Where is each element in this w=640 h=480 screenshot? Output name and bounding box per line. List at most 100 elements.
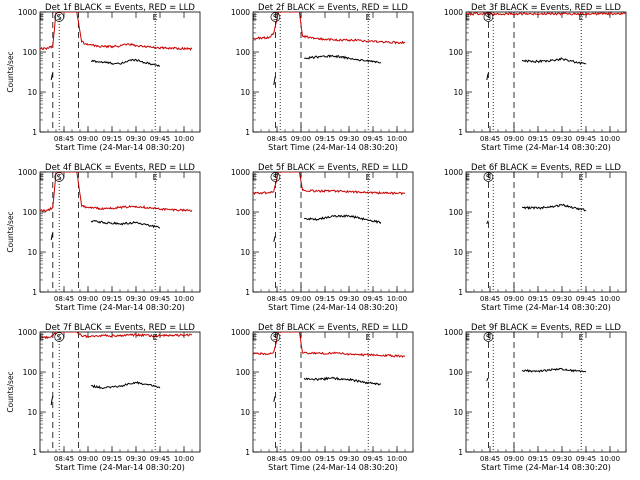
y-tick-label: 1000: [444, 328, 463, 337]
y-tick-label: 100: [449, 368, 464, 377]
x-axis-label: Start Time (24-Mar-14 08:30:20): [55, 463, 185, 472]
y-tick-label: 1: [32, 448, 37, 457]
x-axis-label: Start Time (24-Mar-14 08:30:20): [481, 303, 611, 312]
marker-label: E: [465, 333, 470, 342]
x-tick-label: 09:45: [363, 455, 383, 463]
panel-8: Det 8f BLACK = Events, RED = LLD 1 10 100 10…: [231, 323, 414, 472]
marker-label: S: [273, 13, 278, 22]
x-tick-label: 09:30: [339, 135, 359, 143]
x-tick-label: 09:00: [291, 455, 311, 463]
x-axis-label: Start Time (24-Mar-14 08:30:20): [481, 143, 611, 152]
x-tick-label: 10:00: [387, 455, 407, 463]
panel-2: Det 2f BLACK = Events, RED = LLD 1 10 100 10…: [231, 3, 414, 152]
panel-title: Det 1f BLACK = Events, RED = LLD: [45, 3, 195, 13]
marker-label: E: [366, 333, 371, 342]
panel-3: Det 3f BLACK = Events, RED = LLD 1 10 100 10…: [444, 3, 627, 152]
marker-label: S: [57, 173, 62, 182]
x-tick-label: 09:00: [504, 295, 524, 303]
x-tick-label: 09:15: [528, 295, 548, 303]
plot-frame: [39, 11, 201, 133]
marker-circle: [483, 12, 494, 22]
marker-label: E: [366, 173, 371, 182]
y-tick-label: 1: [32, 288, 37, 297]
x-tick-label: 09:15: [102, 295, 122, 303]
y-tick-label: 10: [453, 88, 463, 97]
x-tick-label: 09:15: [528, 455, 548, 463]
x-tick-label: 09:30: [339, 295, 359, 303]
panel-title: Det 4f BLACK = Events, RED = LLD: [45, 163, 195, 173]
series-black-line: [50, 395, 54, 406]
plot-frame: [252, 171, 414, 293]
x-tick-label: 08:45: [267, 295, 287, 303]
plot-frame: [39, 171, 201, 293]
panel-7: Det 7f BLACK = Events, RED = LLD 1 10 100 10…: [6, 323, 201, 472]
x-tick-label: 09:45: [576, 455, 596, 463]
x-axis-label: Start Time (24-Mar-14 08:30:20): [55, 303, 185, 312]
marker-label: E: [39, 333, 44, 342]
x-tick-label: 09:00: [78, 295, 98, 303]
panel-4: Det 4f BLACK = Events, RED = LLD 1 10 100 10…: [6, 163, 201, 312]
panel-title: Det 6f BLACK = Events, RED = LLD: [471, 163, 621, 173]
y-tick-label: 100: [449, 48, 464, 57]
series-black-line: [90, 58, 161, 67]
marker-circle: [483, 332, 494, 342]
x-tick-label: 09:15: [315, 295, 335, 303]
x-tick-label: 09:45: [576, 135, 596, 143]
marker-label: S: [486, 173, 491, 182]
y-tick-label: 10: [27, 88, 37, 97]
series-black-line: [90, 380, 161, 390]
marker-label: E: [465, 13, 470, 22]
plot-frame: [465, 11, 627, 133]
y-tick-label: 1000: [444, 8, 463, 17]
marker-circle: [54, 332, 65, 342]
series-black-line: [522, 203, 587, 212]
series-red-line: [40, 12, 193, 51]
marker-label: E: [252, 333, 257, 342]
series-black-line: [521, 367, 587, 373]
series-black-line: [50, 232, 54, 241]
plot-frame: [465, 171, 627, 293]
y-tick-label: 1: [245, 128, 250, 137]
plot-frame: [39, 331, 201, 453]
x-tick-label: 08:45: [54, 455, 74, 463]
marker-label: E: [366, 13, 371, 22]
marker-label: E: [579, 13, 584, 22]
panel-title: Det 9f BLACK = Events, RED = LLD: [471, 323, 621, 333]
x-tick-label: 08:45: [54, 295, 74, 303]
marker-label: E: [465, 173, 470, 182]
y-tick-label: 100: [23, 48, 38, 57]
y-tick-label: 100: [449, 208, 464, 217]
marker-label: E: [579, 173, 584, 182]
y-tick-label: 1000: [18, 8, 37, 17]
marker-circle: [270, 12, 281, 22]
marker-label: E: [153, 173, 158, 182]
y-tick-label: 100: [236, 208, 251, 217]
y-tick-label: 1000: [444, 168, 463, 177]
y-tick-label: 1: [458, 128, 463, 137]
panel-9: Det 9f BLACK = Events, RED = LLD 1 10 100 10…: [444, 323, 627, 472]
panel-1: Det 1f BLACK = Events, RED = LLD 1 10 100 10…: [6, 3, 201, 152]
x-axis-label: Start Time (24-Mar-14 08:30:20): [481, 463, 611, 472]
x-tick-label: 09:15: [315, 455, 335, 463]
x-tick-label: 09:15: [528, 135, 548, 143]
series-black-line: [273, 235, 276, 242]
y-tick-label: 10: [27, 248, 37, 257]
x-tick-label: 09:30: [552, 295, 572, 303]
marker-label: E: [579, 333, 584, 342]
x-tick-label: 09:00: [291, 295, 311, 303]
y-tick-label: 10: [27, 408, 37, 417]
marker-circle: [270, 332, 281, 342]
x-tick-label: 10:00: [387, 135, 407, 143]
y-axis-label: Counts/sec: [6, 211, 15, 252]
y-axis-label: Counts/sec: [6, 51, 15, 92]
x-tick-label: 08:45: [267, 135, 287, 143]
x-tick-label: 09:45: [363, 135, 383, 143]
y-tick-label: 1: [458, 288, 463, 297]
x-tick-label: 08:45: [480, 455, 500, 463]
series-red-line: [466, 12, 626, 17]
x-tick-label: 09:30: [552, 135, 572, 143]
y-tick-label: 100: [236, 48, 251, 57]
marker-circle: [54, 12, 65, 22]
x-tick-label: 09:00: [291, 135, 311, 143]
